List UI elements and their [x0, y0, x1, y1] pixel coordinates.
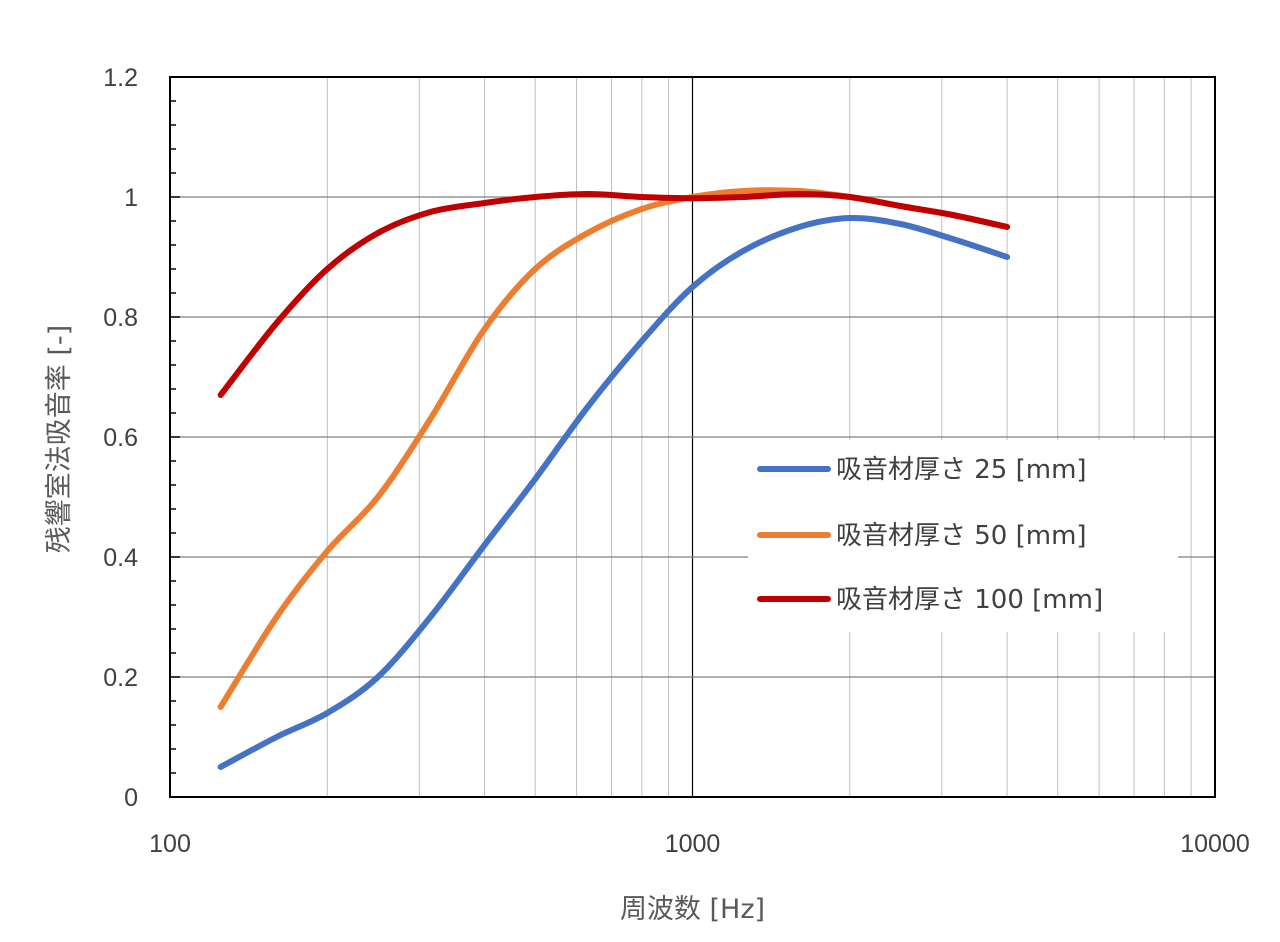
y-tick-labels: 0 0.2 0.4 0.6 0.8 1 1.2 — [103, 64, 138, 812]
x-tick-label: 100 — [149, 830, 191, 858]
grid-lines — [170, 77, 1215, 797]
series-line-100mm — [217, 191, 1011, 398]
y-axis-title: 残響室法吸音率 [-] — [44, 325, 75, 553]
plot-frame — [169, 76, 1216, 798]
y-tick-label: 0 — [124, 784, 138, 812]
legend-label: 吸音材厚さ 25 [mm] — [836, 455, 1087, 485]
y-tick-label: 0.8 — [103, 304, 138, 332]
y-tick-label: 1 — [124, 184, 138, 212]
x-tick-label: 10000 — [1180, 830, 1250, 858]
y-tick-label: 0.4 — [103, 544, 138, 572]
y-tick-marks — [170, 76, 180, 798]
x-axis-title: 周波数 [Hz] — [620, 894, 765, 925]
series-line-25mm — [217, 214, 1011, 770]
x-tick-label: 1000 — [665, 830, 721, 858]
y-tick-label: 1.2 — [103, 64, 138, 92]
x-tick-labels: 100 1000 10000 — [149, 830, 1250, 858]
y-tick-label: 0.2 — [103, 664, 138, 692]
legend-label: 吸音材厚さ 50 [mm] — [836, 521, 1087, 551]
series-lines — [217, 187, 1011, 770]
legend-label: 吸音材厚さ 100 [mm] — [836, 585, 1103, 615]
y-tick-label: 0.6 — [103, 424, 138, 452]
legend: 吸音材厚さ 25 [mm] 吸音材厚さ 50 [mm] 吸音材厚さ 100 [mm] — [748, 440, 1178, 632]
